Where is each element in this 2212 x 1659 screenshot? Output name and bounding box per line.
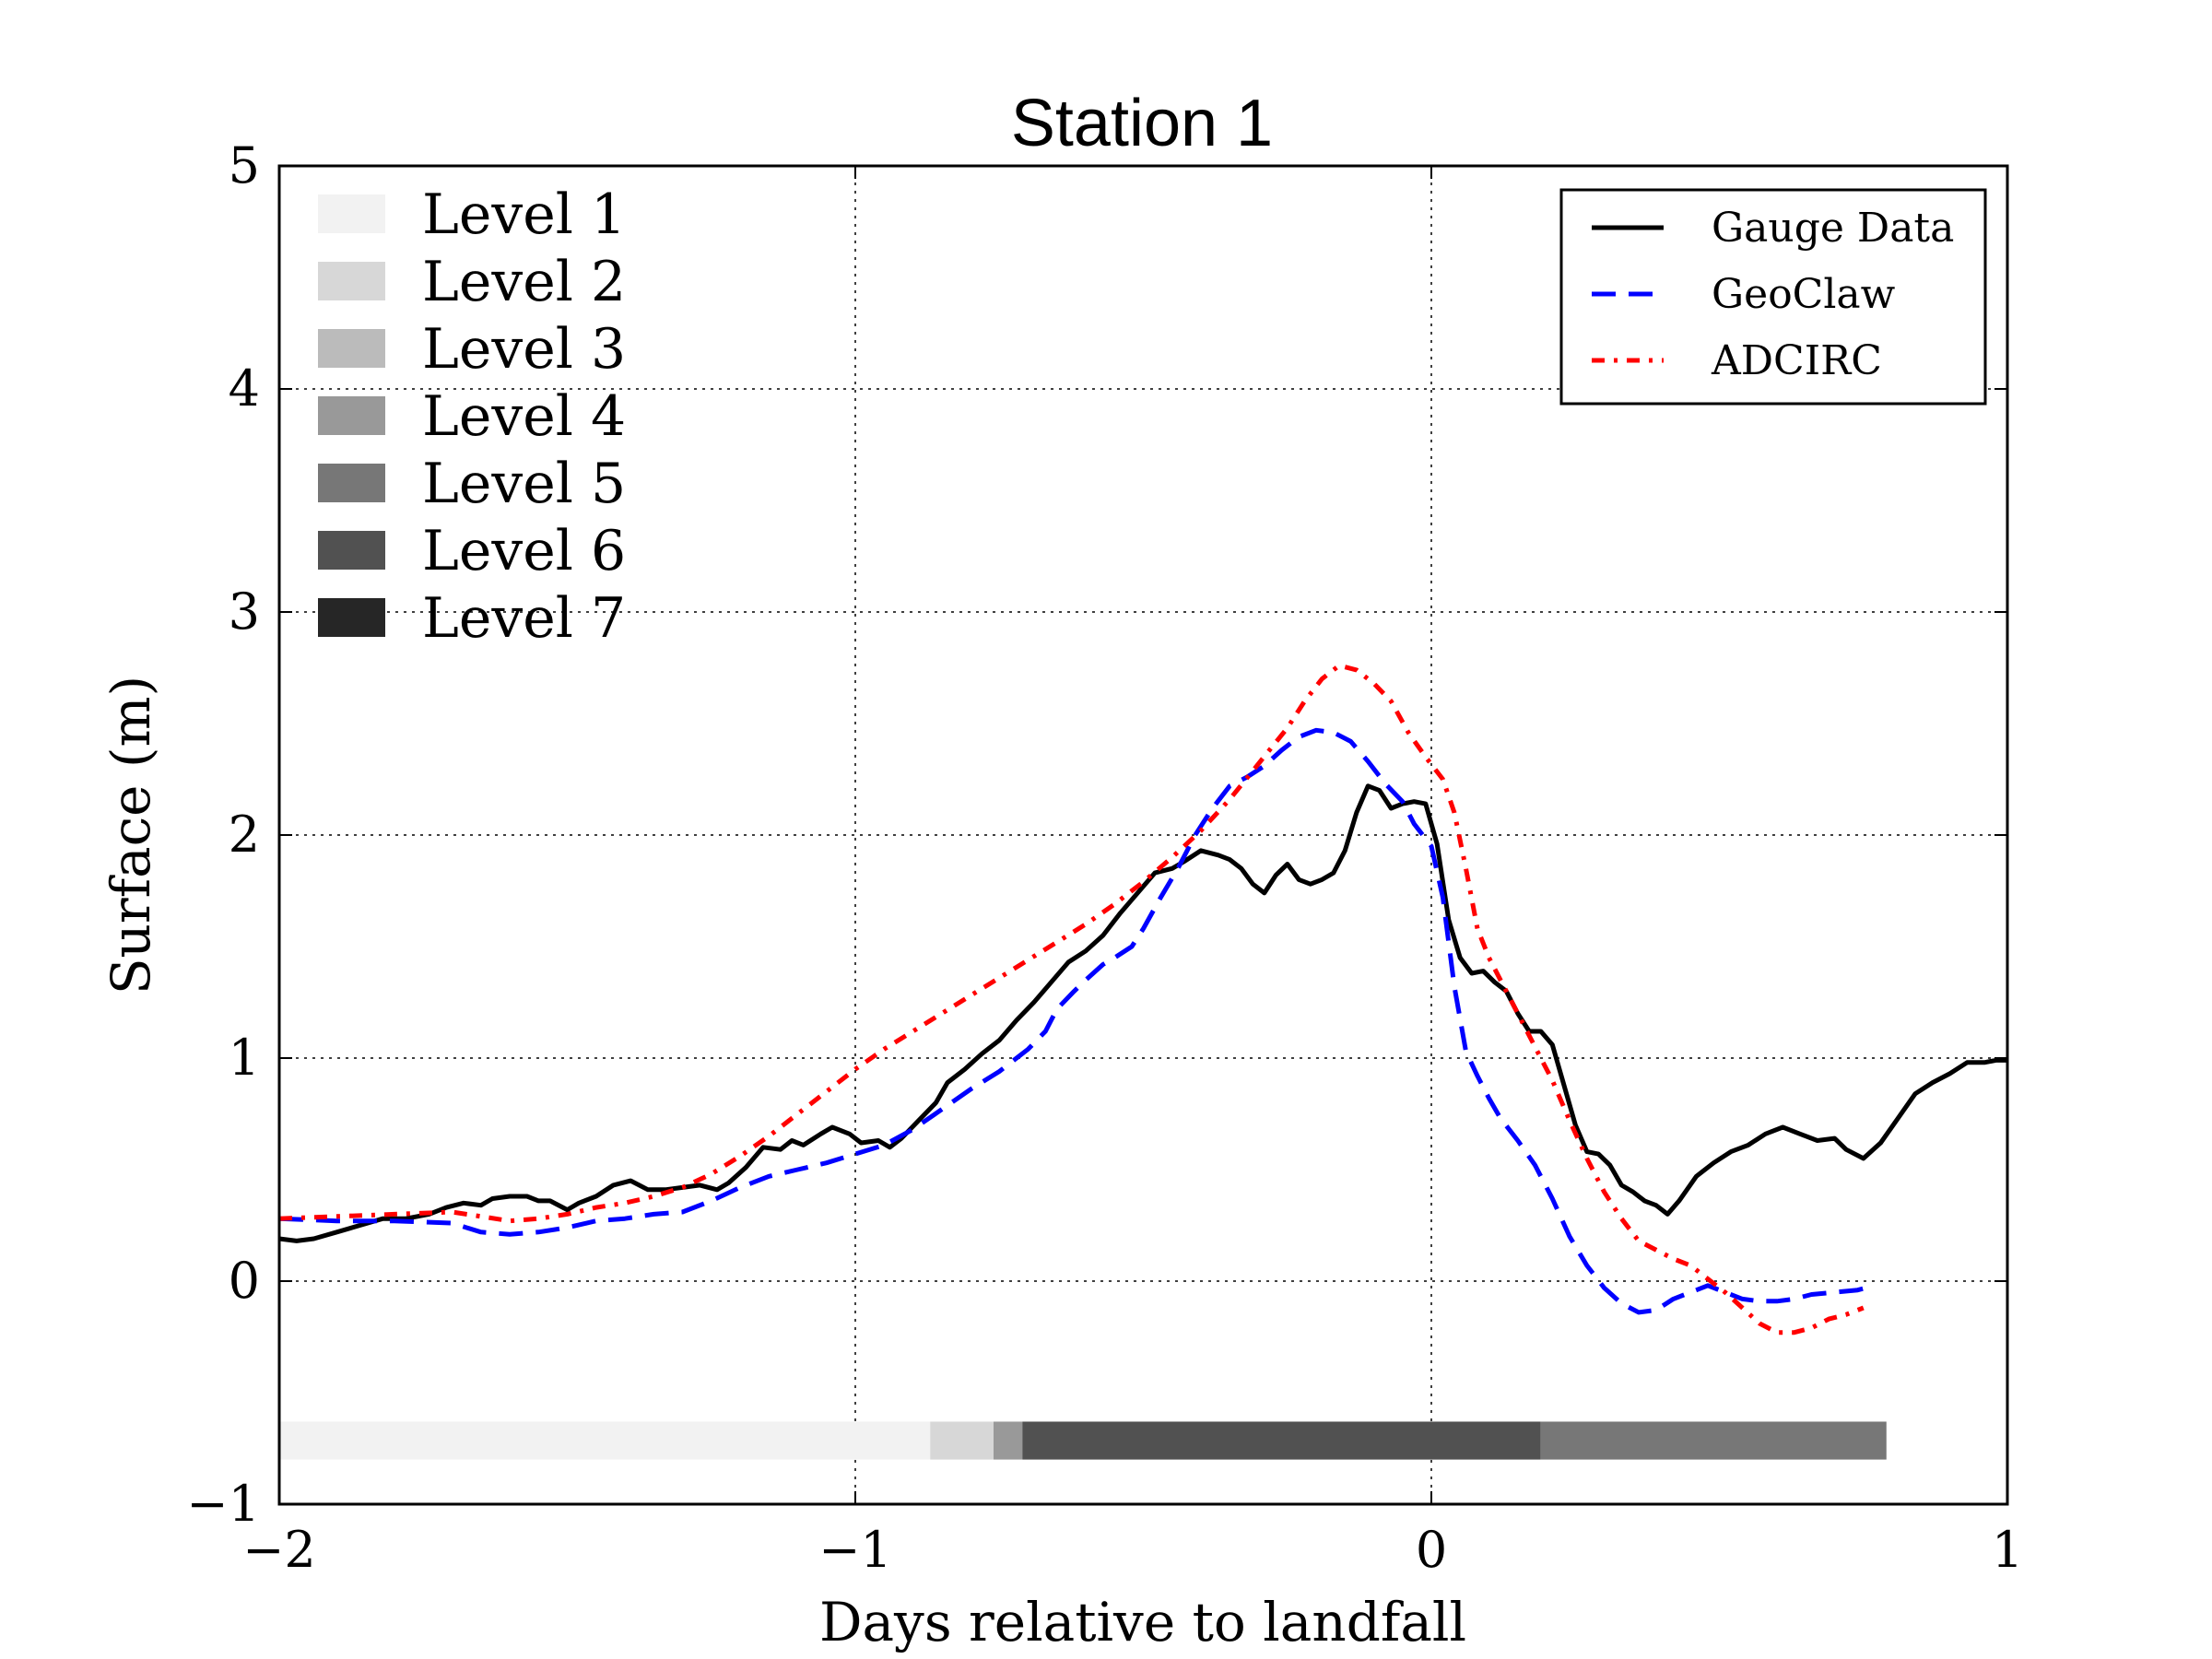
x-axis-label: Days relative to landfall <box>819 1591 1466 1653</box>
series-line-geoclaw <box>278 727 1876 1315</box>
y-tick-label: 5 <box>229 136 260 194</box>
level-swatch-level-6 <box>318 531 385 570</box>
level-legend-label: Level 5 <box>422 452 626 516</box>
y-tick-label: −1 <box>186 1475 260 1533</box>
level-swatch-level-3 <box>318 329 385 368</box>
amr-level-bar <box>279 1421 1887 1460</box>
level-swatch-level-4 <box>318 396 385 435</box>
level-legend-label: Level 3 <box>422 317 626 382</box>
level-legend-label: Level 2 <box>422 250 626 314</box>
x-tick-label: 1 <box>1992 1521 2023 1579</box>
level-segment-level-2 <box>930 1421 994 1460</box>
y-axis-label: Surface (m) <box>100 676 162 994</box>
legend-label-gauge-data: Gauge Data <box>1712 205 1954 252</box>
level-swatch-level-2 <box>318 262 385 300</box>
x-tick-label: −1 <box>818 1521 892 1579</box>
level-segment-level-6 <box>1022 1421 1541 1460</box>
level-swatch-level-7 <box>318 598 385 637</box>
level-segment-level-1 <box>279 1421 931 1460</box>
y-tick-label: 0 <box>229 1252 260 1310</box>
data-series <box>278 663 2007 1335</box>
level-legend-label: Level 1 <box>422 182 626 247</box>
y-tick-label: 2 <box>229 806 260 864</box>
level-legend-label: Level 4 <box>422 384 626 449</box>
level-segment-level-5 <box>1540 1421 1887 1460</box>
level-swatch-level-5 <box>318 464 385 502</box>
level-legend-label: Level 7 <box>422 586 626 651</box>
legend-label-adcirc: ADCIRC <box>1711 337 1882 384</box>
x-tick-label: −2 <box>242 1521 316 1579</box>
chart-title: Station 1 <box>1011 87 1273 160</box>
legend-label-geoclaw: GeoClaw <box>1712 271 1896 318</box>
level-segment-level-4 <box>994 1421 1023 1460</box>
level-legend-label: Level 6 <box>422 519 626 583</box>
x-tick-label: 0 <box>1416 1521 1447 1579</box>
level-swatch-level-1 <box>318 194 385 233</box>
y-tick-label: 3 <box>229 582 260 641</box>
y-tick-label: 1 <box>229 1029 260 1087</box>
series-legend: Gauge Data GeoClaw ADCIRC <box>1559 188 1987 406</box>
gridlines <box>279 166 2007 1504</box>
y-tick-label: 4 <box>229 359 260 418</box>
series-line-gauge-data <box>278 783 2007 1243</box>
